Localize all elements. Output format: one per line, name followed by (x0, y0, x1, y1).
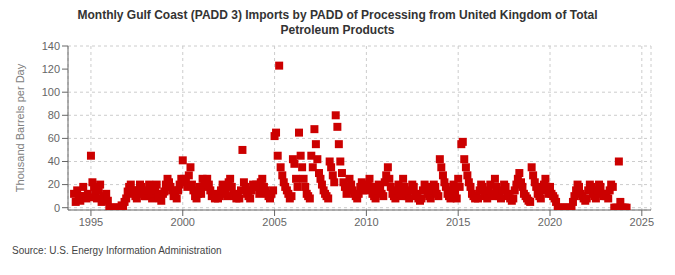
svg-text:2000: 2000 (171, 216, 195, 228)
svg-text:100: 100 (42, 86, 60, 98)
svg-text:40: 40 (48, 155, 60, 167)
svg-text:Thousand Barrels per Day: Thousand Barrels per Day (14, 63, 26, 192)
svg-text:60: 60 (48, 132, 60, 144)
html-text:Source: U.S. Energy Informatio: Source: U.S. Energy Information Administ… (12, 245, 222, 256)
html-text:Petroleum Products: Petroleum Products (280, 23, 395, 37)
html-text:Monthly Gulf Coast (PADD 3) Im: Monthly Gulf Coast (PADD 3) Imports by P… (77, 8, 598, 22)
svg-text:2005: 2005 (262, 216, 286, 228)
svg-text:120: 120 (42, 63, 60, 75)
svg-text:2020: 2020 (538, 216, 562, 228)
svg-text:1995: 1995 (79, 216, 103, 228)
svg-text:140: 140 (42, 40, 60, 52)
svg-text:2025: 2025 (630, 216, 654, 228)
svg-text:2015: 2015 (446, 216, 470, 228)
svg-text:20: 20 (48, 178, 60, 190)
svg-text:2010: 2010 (354, 216, 378, 228)
svg-text:80: 80 (48, 109, 60, 121)
svg-text:0: 0 (54, 202, 60, 214)
